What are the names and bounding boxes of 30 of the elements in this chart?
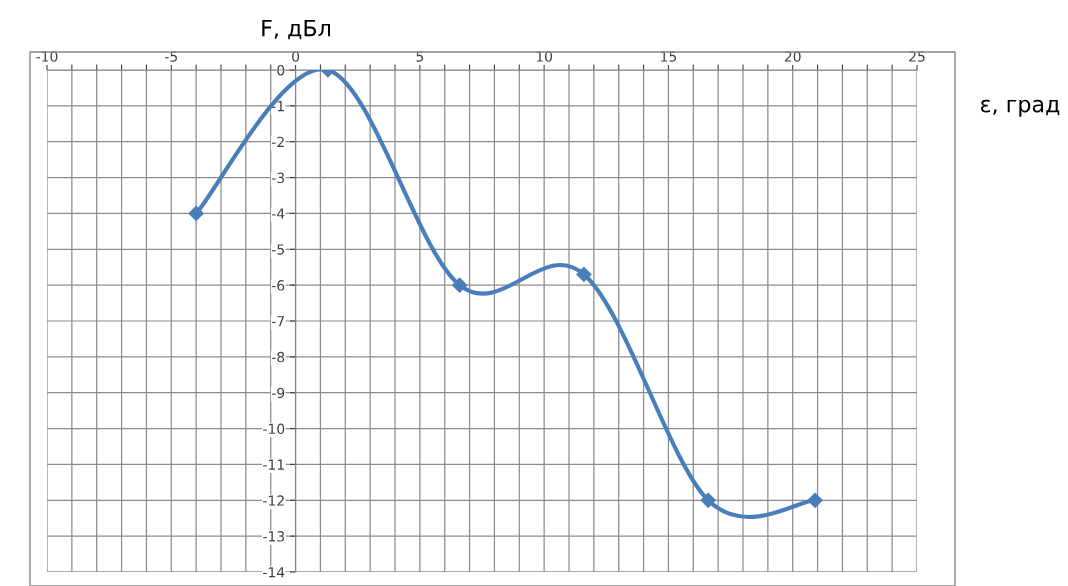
y-tick-label: -1 [271,101,284,112]
y-tick-label: 0 [277,64,285,76]
point [576,266,592,282]
x-axis-title: ε, град [980,99,1060,117]
y-tick-label: -3 [271,172,285,184]
y-tick-label: -13 [263,531,285,542]
y-tick-label: -10 [263,423,285,435]
y-tick-label: -9 [271,387,285,399]
y-tick-label: -5 [271,244,284,255]
y-axis-title: F, дБл [262,19,331,40]
y-tick-label: -6 [271,280,285,291]
y-tick-label: -12 [263,495,284,506]
y-tick-label: -8 [271,351,285,363]
point [452,277,468,293]
y-tick-label: -11 [263,459,284,470]
point [700,492,716,508]
x-tick-label: 10 [536,51,553,62]
y-tick-label: -2 [271,136,284,147]
y-tick-label: -7 [271,316,284,327]
x-tick-label: 15 [661,51,677,62]
x-tick-label: -10 [36,51,58,62]
x-tick-label: 5 [416,51,424,62]
point [188,205,204,221]
x-tick-label: 25 [909,51,925,62]
point [807,492,823,508]
x-tick-label: 0 [292,51,300,62]
y-tick-label: -14 [263,567,285,578]
y-tick-label: -4 [271,208,285,219]
x-tick-label: 20 [784,51,801,62]
x-tick-label: -5 [165,51,177,62]
